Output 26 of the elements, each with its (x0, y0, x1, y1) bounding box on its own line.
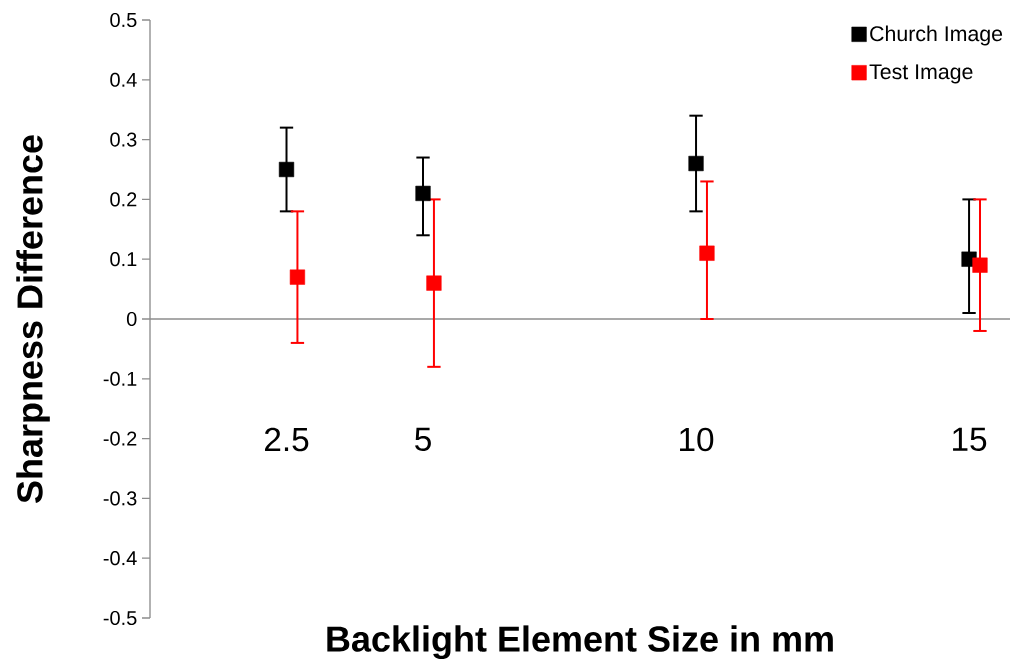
y-tick-label: 0.5 (110, 12, 137, 28)
point (415, 185, 431, 202)
x-tick-label: 2.5 (265, 427, 309, 452)
y-tick-label: -0.2 (103, 431, 137, 446)
x-axis-title: Backlight Element Size in mm (327, 625, 833, 660)
x-tick-label: 5 (415, 427, 431, 451)
point (972, 257, 988, 273)
y-tick-label: -0.4 (103, 551, 137, 566)
y-tick-label: 0.3 (110, 132, 137, 147)
legend-label: Church Image (870, 25, 1003, 46)
y-tick-label: -0.3 (103, 491, 137, 506)
x-tick-label: 15 (953, 427, 987, 451)
y-tick-label: -0.1 (103, 371, 137, 386)
point (426, 275, 442, 291)
y-tick-label: 0.4 (110, 72, 137, 87)
point (289, 269, 306, 285)
point (278, 161, 295, 178)
point (699, 245, 715, 261)
y-tick-label: 0.1 (110, 252, 137, 267)
legend-label: Test Image (869, 64, 973, 84)
y-axis-title: Sharpness Difference (16, 135, 50, 504)
point (688, 155, 704, 172)
y-tick-label: 0.2 (110, 192, 137, 207)
x-tick-label: 10 (680, 427, 714, 452)
y-tick-label: -0.5 (103, 610, 137, 626)
y-tick-label: 0 (126, 311, 137, 327)
